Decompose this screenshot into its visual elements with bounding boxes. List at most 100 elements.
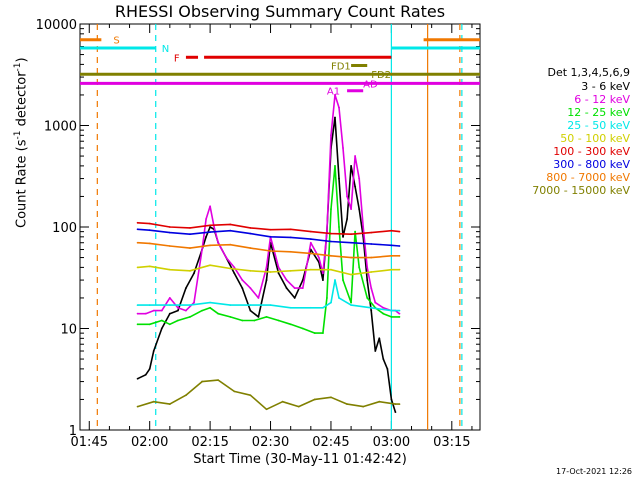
data-point [253,319,256,322]
data-point [269,271,272,273]
data-point [309,238,312,240]
data-point [201,248,203,251]
data-point [205,218,207,220]
data-point [334,164,336,167]
legend-item: 3 - 6 keV [581,80,630,93]
plot-frame [79,23,481,431]
data-point [176,306,179,309]
data-point [309,306,312,309]
data-point [330,268,332,271]
data-point [265,279,268,281]
data-point [350,256,352,259]
data-point [398,403,401,405]
data-point [136,266,139,269]
data-point [168,231,171,234]
data-point [350,208,352,211]
data-point [301,279,304,281]
data-point [354,155,357,157]
flag-label: F [174,53,180,64]
data-point [342,147,344,149]
data-point [358,177,361,180]
data-point [330,301,332,304]
x-tick-label: 02:00 [131,435,168,450]
data-point [386,367,389,370]
data-point [225,256,228,259]
data-point [309,230,312,233]
x-axis-label: Start Time (30-May-11 01:42:42) [193,452,407,467]
data-point [241,287,244,290]
data-point [334,279,336,281]
data-point [148,242,151,245]
data-point [136,241,139,244]
data-point [289,250,292,253]
data-point [209,264,212,267]
data-point [334,94,336,96]
data-point [185,309,187,312]
flag-label: FD1 [331,62,351,73]
data-point [322,332,324,335]
data-point [229,304,232,307]
data-point [334,116,336,119]
y-axis-label: Count Rate (s-1 detector-1) [13,57,30,228]
data-point [378,337,381,340]
data-point [358,208,361,211]
series-line [137,228,400,247]
data-point [285,287,288,290]
data-point [257,316,260,318]
data-point [201,380,203,383]
data-point [249,309,252,312]
data-point [370,309,373,312]
data-point [269,250,272,252]
data-point [229,223,232,226]
data-point [289,306,292,309]
timestamp: 17-Oct-2021 12:26 [556,467,632,476]
x-tick-label: 01:45 [71,435,108,450]
data-point [152,400,155,403]
data-point [148,222,151,225]
data-point [249,226,252,229]
data-point [217,241,220,244]
data-point [346,403,348,405]
series-line [137,116,397,413]
y-tick-label: 10000 [36,18,77,33]
legend-item: 800 - 7000 keV [546,171,630,184]
x-tick-label: 02:15 [191,435,228,450]
data-point [346,218,348,220]
data-point [370,306,373,309]
data-point [309,241,312,244]
data-point [350,164,352,167]
data-point [330,232,332,235]
data-point [269,235,272,238]
data-point [217,379,220,382]
data-point [313,398,316,401]
flag-label: A1 [327,87,340,98]
data-point [189,233,191,236]
data-point [309,268,312,271]
data-point [338,177,340,180]
data-point [209,205,212,208]
data-point [148,265,151,268]
data-point [398,316,401,318]
data-point [398,309,401,312]
data-point [249,247,252,249]
data-point [382,358,385,360]
data-point [390,316,393,318]
legend-item: 300 - 800 keV [553,158,630,171]
data-point [285,279,288,281]
flag-label: N [162,44,169,55]
data-point [229,267,232,270]
data-point [317,256,320,259]
data-point [394,411,397,414]
data-point [366,297,369,299]
data-point [152,350,155,352]
data-point [168,312,171,315]
flag-label: FD2 [371,70,391,81]
data-point [358,266,361,269]
data-point [176,309,179,312]
data-point [265,408,268,411]
data-point [168,226,171,228]
data-point [189,226,191,229]
data-point [293,297,296,299]
data-point [229,229,232,232]
